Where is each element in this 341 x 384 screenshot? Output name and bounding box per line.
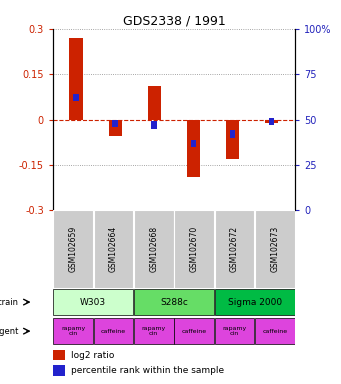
Bar [215,289,295,315]
Text: GSM102670: GSM102670 [190,226,198,272]
Bar [215,210,254,288]
Bar [53,210,93,288]
Text: GSM102659: GSM102659 [69,226,77,272]
Bar [265,119,278,122]
Bar [255,318,295,344]
Text: caffeine: caffeine [262,329,287,334]
Text: caffeine: caffeine [181,329,207,334]
Text: GSM102672: GSM102672 [230,226,239,272]
Text: GSM102664: GSM102664 [109,226,118,272]
Bar [229,131,235,138]
Bar [94,210,133,288]
Bar [70,38,83,119]
Bar [255,210,295,288]
Bar [151,121,157,129]
Bar [148,86,161,119]
Bar [134,289,214,315]
Bar [134,210,174,288]
Bar [73,94,79,101]
Title: GDS2338 / 1991: GDS2338 / 1991 [122,15,225,28]
Bar [191,139,196,147]
Text: rapamy
cin: rapamy cin [61,326,85,336]
Bar [174,210,214,288]
Bar [94,318,133,344]
Text: GSM102668: GSM102668 [149,226,158,272]
Bar [53,350,65,360]
Bar [108,119,122,136]
Text: agent: agent [0,327,19,336]
Text: log2 ratio: log2 ratio [71,351,114,360]
Text: GSM102673: GSM102673 [270,226,279,272]
Bar [113,119,118,127]
Bar [53,318,93,344]
Text: Sigma 2000: Sigma 2000 [227,298,282,306]
Bar [215,318,254,344]
Bar [134,318,174,344]
Text: S288c: S288c [160,298,188,306]
Bar [226,119,239,159]
Bar [53,289,133,315]
Text: caffeine: caffeine [101,329,126,334]
Bar [269,118,275,125]
Bar [53,366,65,376]
Bar [174,318,214,344]
Text: percentile rank within the sample: percentile rank within the sample [71,366,224,375]
Text: strain: strain [0,298,19,306]
Text: W303: W303 [80,298,106,306]
Text: rapamy
cin: rapamy cin [142,326,166,336]
Bar [187,119,200,177]
Text: rapamy
cin: rapamy cin [222,326,247,336]
